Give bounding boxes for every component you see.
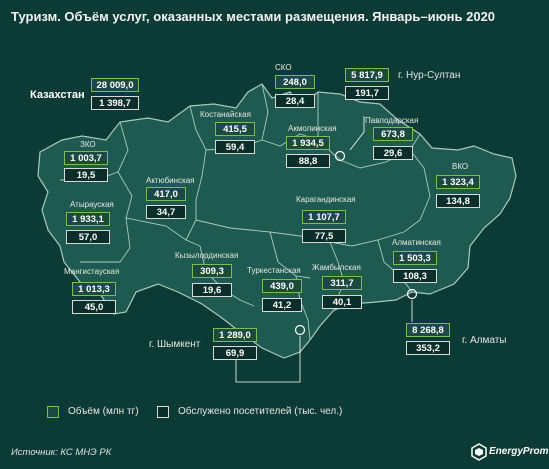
kazakhstan-visitors: 1 398,7 xyxy=(91,96,139,110)
karaganda-volume: 1 107,7 xyxy=(302,210,346,224)
shymkent-volume: 1 289,0 xyxy=(213,328,257,342)
city-name-nursultan: г. Нур-Султан xyxy=(398,70,461,81)
pavlodar-visitors: 29,6 xyxy=(373,146,413,160)
region-name-akmola: Акмолинская xyxy=(288,124,337,133)
zhambyl-visitors: 40,1 xyxy=(322,295,362,309)
aktobe-visitors: 34,7 xyxy=(146,205,186,219)
zko-visitors: 19,5 xyxy=(64,168,108,182)
almaty-marker xyxy=(406,288,418,300)
vko-volume: 1 323,4 xyxy=(436,175,480,189)
city-name-almaty: г. Алматы xyxy=(462,335,507,346)
nursultan-leader xyxy=(349,116,365,151)
mangystau-volume: 1 013,3 xyxy=(72,282,116,296)
shymkent-visitors: 69,9 xyxy=(213,346,257,360)
page-title: Туризм. Объём услуг, оказанных местами р… xyxy=(11,9,496,24)
akmola-volume: 1 934,5 xyxy=(286,136,330,150)
kazakhstan-volume: 28 009,0 xyxy=(91,78,139,92)
region-name-pavlodar: Павлодарская xyxy=(365,116,419,125)
region-name-atyrau: Атырауская xyxy=(70,200,114,209)
region-name-vko: ВКО xyxy=(452,162,469,171)
almaty-obl-volume: 1 503,3 xyxy=(393,251,437,265)
turkestan-volume: 439,0 xyxy=(262,279,302,293)
brand-name: EnergyProm xyxy=(489,446,549,457)
region-name-mangystau: Мангистауская xyxy=(64,267,120,276)
nursultan-marker xyxy=(334,150,346,162)
almaty-obl-visitors: 108,3 xyxy=(393,269,437,283)
legend-visitors-swatch xyxy=(157,406,169,418)
vko-visitors: 134,8 xyxy=(436,194,480,208)
region-name-almaty-obl: Алматинская xyxy=(392,238,441,247)
pavlodar-volume: 673,8 xyxy=(373,127,413,141)
mangystau-visitors: 45,0 xyxy=(72,300,116,314)
atyrau-volume: 1 933,1 xyxy=(66,212,110,226)
zhambyl-volume: 311,7 xyxy=(322,276,362,290)
city-name-shymkent: г. Шымкент xyxy=(149,339,201,350)
nursultan-volume: 5 817,9 xyxy=(345,68,389,82)
nursultan-visitors: 191,7 xyxy=(345,86,389,100)
region-name-karaganda: Карагандинская xyxy=(296,195,356,204)
almaty-city-volume: 8 268,8 xyxy=(406,323,450,337)
region-name-sko: СКО xyxy=(275,63,292,72)
energyprom-logo-icon xyxy=(471,443,487,461)
shymkent-leader xyxy=(235,336,301,383)
turkestan-visitors: 41,2 xyxy=(262,298,302,312)
legend-visitors-label: Обслужено посетителей (тыс. чел.) xyxy=(178,406,343,417)
zko-volume: 1 003,7 xyxy=(64,151,108,165)
region-name-aktobe: Актюбинская xyxy=(146,176,195,185)
akmola-visitors: 88,8 xyxy=(286,154,330,168)
kazakhstan-name: Казахстан xyxy=(30,89,85,101)
source-note: Источник: КС МНЭ РК xyxy=(11,447,112,458)
region-name-zko: ЗКО xyxy=(80,140,96,149)
region-name-kostanay: Костанайская xyxy=(200,110,251,119)
aktobe-volume: 417,0 xyxy=(146,187,186,201)
kyzylorda-visitors: 19,6 xyxy=(192,283,232,297)
almaty-city-visitors: 353,2 xyxy=(406,341,450,355)
shymkent-marker xyxy=(294,324,306,336)
region-name-kyzylorda: Кызылординская xyxy=(175,251,239,260)
kostanay-volume: 415,5 xyxy=(215,122,255,136)
sko-volume: 248,0 xyxy=(275,75,315,89)
kostanay-visitors: 59,4 xyxy=(215,140,255,154)
atyrau-visitors: 57,0 xyxy=(66,230,110,244)
karaganda-visitors: 77,5 xyxy=(302,229,346,243)
region-name-zhambyl: Жамбылская xyxy=(312,263,361,272)
sko-visitors: 28,4 xyxy=(275,94,315,108)
legend-volume-label: Объём (млн тг) xyxy=(68,406,139,417)
region-name-turkestan: Туркестанская xyxy=(247,266,301,275)
kyzylorda-volume: 309,3 xyxy=(192,264,232,278)
legend-volume-swatch xyxy=(47,406,59,418)
